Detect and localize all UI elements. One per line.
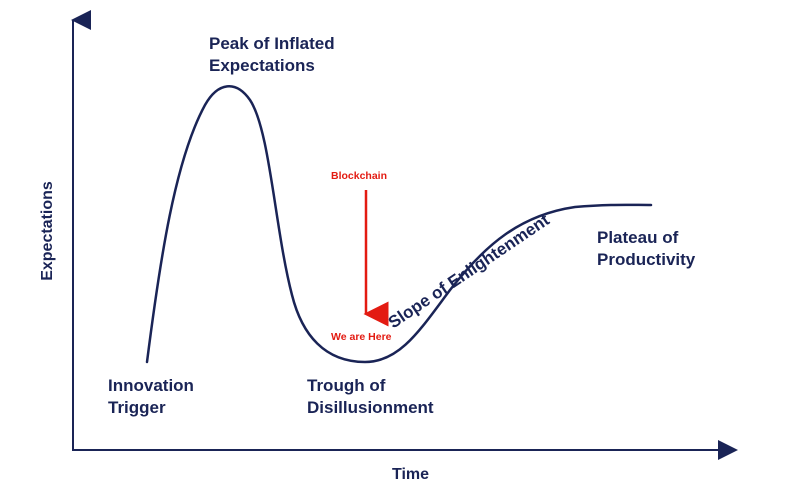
trough-label-line-1: Trough of xyxy=(307,376,386,395)
innovation-trigger-label: Innovation Trigger xyxy=(108,375,194,419)
hype-curve xyxy=(145,85,653,364)
x-axis-title: Time xyxy=(392,466,430,483)
peak-label-line-2: Expectations xyxy=(209,56,315,75)
innovation-label-line-2: Trigger xyxy=(108,398,166,417)
plateau-of-productivity-label: Plateau of Productivity xyxy=(597,227,695,271)
peak-of-inflated-expectations-label: Peak of Inflated Expectations xyxy=(209,33,335,77)
trough-of-disillusionment-label: Trough of Disillusionment xyxy=(307,375,434,419)
plateau-label-line-2: Productivity xyxy=(597,250,696,269)
trough-label-line-2: Disillusionment xyxy=(307,398,434,417)
peak-label-line-1: Peak of Inflated xyxy=(209,34,335,53)
y-axis-title: Expectations xyxy=(38,181,56,281)
blockchain-label: Blockchain xyxy=(331,170,388,182)
plateau-label-line-1: Plateau of xyxy=(597,228,679,247)
we-are-here-label: We are Here xyxy=(331,331,392,343)
innovation-label-line-1: Innovation xyxy=(108,376,194,395)
